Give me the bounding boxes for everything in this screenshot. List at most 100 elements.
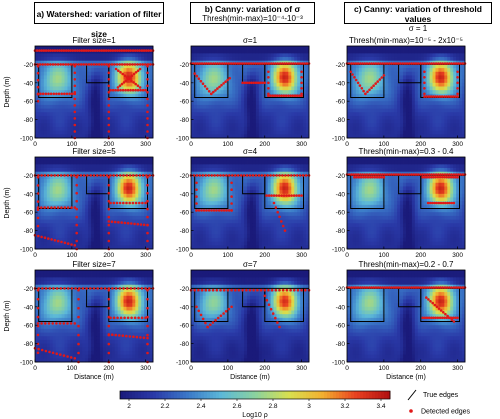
detected-edge-point [447,175,451,179]
y-tick-label: -100 [20,360,33,367]
detected-edge-point [146,199,149,203]
detected-edge-point [139,336,142,339]
detected-edge-point [287,62,291,65]
detected-edge-point [282,194,286,197]
colorbar-segment [387,391,391,399]
detected-edge-point [227,62,231,65]
colorbar-segment [183,391,187,399]
colorbar-segment [213,391,217,399]
detected-edge-point [301,174,305,177]
detected-edge-point [114,67,118,71]
detected-edge-point [44,63,47,66]
colorbar-segment [171,391,175,399]
y-tick-label: -40 [24,80,34,87]
detected-edge-point [283,62,286,65]
y-tick-label: -100 [332,247,345,254]
colorbar-segment [153,391,157,399]
column-header-watershed: a) Watershed: variation of filter size [34,2,164,39]
colorbar-segment [138,391,142,399]
detected-edge-point [87,63,91,66]
detected-edge-point [107,199,111,203]
detected-edge-point [80,49,84,52]
detected-edge-point [79,174,83,177]
detected-edge-point [425,316,429,320]
detected-edge-point [374,62,378,65]
detected-edge-point [296,62,300,65]
detected-edge-point [142,336,146,340]
x-tick-label: 200 [259,141,270,148]
detected-edge-point [131,63,134,66]
detected-edge-point [433,201,436,205]
panel-label: Filter size=5 [72,147,116,156]
detected-edge-point [276,321,279,324]
detected-edge-point [107,342,111,346]
detected-edge-point [140,287,144,290]
detected-edge-point [451,95,455,98]
detected-edge-point [269,94,272,97]
plot-frame [34,45,154,139]
detected-edge-point [73,78,77,81]
panel-label: Thresh(min-max)=0.3 - 0.4 [359,147,454,156]
plot-frame [190,269,310,363]
detected-edge-point [261,81,264,85]
detected-edge-point [73,49,77,52]
colorbar-segment [360,391,364,399]
detected-edge-point [206,325,209,329]
detected-edge-point [197,288,200,292]
detected-edge-point [359,175,363,179]
detected-edge-point [197,77,201,80]
detected-edge-point [146,78,149,81]
detected-edge-point [451,316,455,320]
detected-edge-point [107,324,111,328]
panel-c-1: Thresh(min-max)=10⁻⁵ - 2x10⁻⁵ -20 -40 -60 -8… [332,36,467,148]
detected-edge-point [362,175,365,179]
detected-edge-point [278,325,281,329]
y-tick-label: -100 [176,247,189,254]
detected-edge-point [419,173,422,176]
detected-edge-point [254,174,258,177]
detected-edge-point [146,91,149,94]
true-edge [420,288,460,322]
y-tick-label: -40 [336,191,346,198]
detected-edge-point [459,62,462,65]
detected-edge-point [445,175,449,179]
detected-edge-point [408,173,411,176]
detected-edge-point [352,173,356,176]
detected-edge-point [51,63,55,66]
y-tick-label: -40 [336,304,346,311]
detected-edge-point [294,62,297,65]
detected-edge-point [230,181,233,185]
detected-edge-point [89,287,92,290]
detected-edge-point [390,173,393,176]
detected-edge-point [205,87,209,91]
detected-edge-point [293,288,296,292]
detected-edge-point [136,84,140,87]
detected-edge-point [300,70,303,74]
detected-edge-point [382,74,386,77]
detected-edge-point [44,322,47,325]
colorbar-segment [195,391,199,399]
detected-edge-point [396,173,400,176]
x-tick-label: 300 [452,252,463,259]
detected-edge-point [352,62,356,65]
colorbar-segment [231,391,235,399]
detected-edge-point [456,95,459,98]
y-tick-label: -40 [336,80,346,87]
colorbar-segment [123,391,127,399]
detected-edge-point [365,173,369,176]
detected-edge-point [390,286,393,289]
detected-edge-point [141,63,144,66]
colorbar-segment [306,391,310,399]
detected-edge-point [36,224,40,228]
colorbar-segment [201,391,205,399]
detected-edge-point [140,49,144,52]
detected-edge-point [146,183,149,187]
detected-edge-point [428,286,431,289]
detected-edge-point [141,174,145,177]
detected-edge-point [89,49,92,52]
detected-edge-point [438,175,442,179]
detected-edge-point [414,286,418,289]
detected-edge-point [73,130,77,133]
detected-edge-point [276,62,280,65]
detected-edge-point [274,206,278,209]
